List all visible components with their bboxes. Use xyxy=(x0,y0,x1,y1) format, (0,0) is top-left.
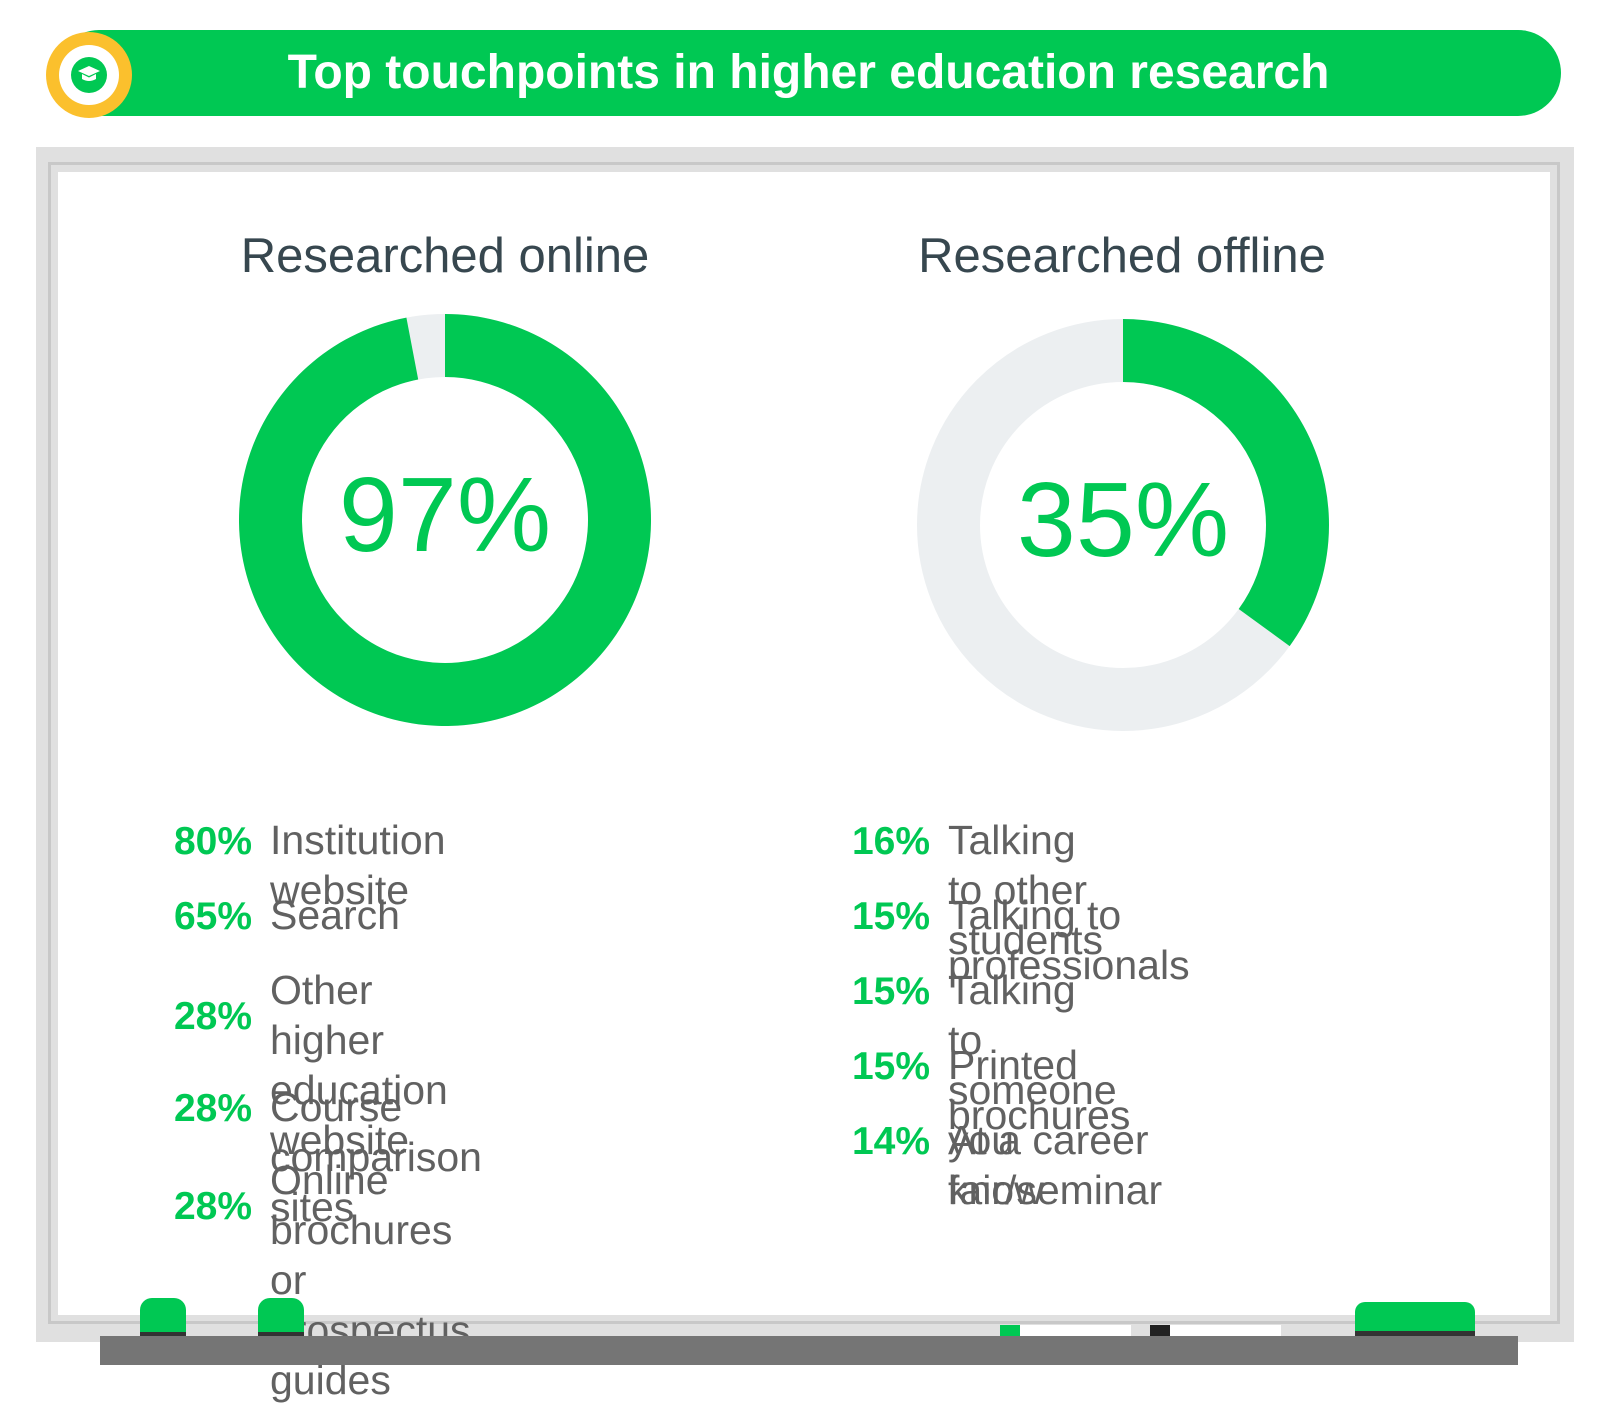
item-label: Talking to professionals xyxy=(948,892,1190,988)
online-donut-chart xyxy=(238,314,651,726)
item-percentage: 65% xyxy=(173,895,252,938)
whiteboard-inner-frame xyxy=(48,162,1560,1324)
item-label: Talking to other students xyxy=(948,817,1103,963)
item-label: Online brochures or prospectus guides xyxy=(270,1157,471,1403)
green-pen xyxy=(1000,1325,1131,1336)
item-percentage: 28% xyxy=(173,995,252,1038)
header-banner xyxy=(56,30,1561,116)
item-label: Other higher education website xyxy=(270,967,448,1163)
black-pen xyxy=(1150,1325,1281,1336)
header-badge xyxy=(46,32,132,118)
online-percentage: 97% xyxy=(338,456,552,574)
page-title: Top touchpoints in higher education rese… xyxy=(287,46,1330,99)
graduation-cap-icon xyxy=(71,57,107,93)
item-label: Printed brochures xyxy=(948,1042,1131,1138)
item-percentage: 14% xyxy=(851,1120,930,1163)
item-percentage: 15% xyxy=(851,1045,930,1088)
item-percentage: 16% xyxy=(851,820,930,863)
item-label: Institution website xyxy=(270,817,446,913)
offline-section-title: Researched offline xyxy=(918,229,1326,283)
donut-segment-value xyxy=(1123,319,1329,647)
marker-right xyxy=(258,1298,304,1338)
item-percentage: 28% xyxy=(173,1185,252,1228)
item-percentage: 15% xyxy=(851,970,930,1013)
item-percentage: 28% xyxy=(173,1087,252,1130)
offline-donut-chart xyxy=(917,319,1329,731)
badge-ring xyxy=(59,45,119,105)
item-percentage: 80% xyxy=(173,820,252,863)
pen-cap xyxy=(1000,1325,1020,1336)
item-label: Talking to someone you know xyxy=(948,967,1117,1213)
eraser xyxy=(1355,1302,1475,1338)
whiteboard-surface xyxy=(58,172,1550,1315)
donut-segment-value xyxy=(238,314,651,726)
marker-left xyxy=(140,1298,186,1338)
whiteboard-tray xyxy=(100,1336,1518,1365)
item-percentage: 15% xyxy=(851,895,930,938)
offline-percentage: 35% xyxy=(1016,461,1230,579)
item-label: At a career fair/seminar xyxy=(948,1117,1163,1213)
online-section-title: Researched online xyxy=(240,229,650,283)
pen-cap xyxy=(1150,1325,1170,1336)
item-label: Search xyxy=(270,892,400,938)
item-label: Course comparison sites xyxy=(270,1084,482,1230)
